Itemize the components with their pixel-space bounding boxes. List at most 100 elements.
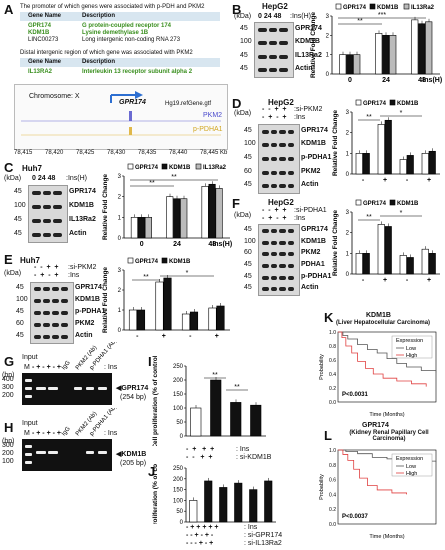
d-band-4-3 — [287, 184, 294, 189]
table1-gene-1: GPR174 — [28, 23, 52, 29]
chartJ-bar-0-0 — [189, 500, 198, 523]
chartD-bar-3-0 — [421, 153, 429, 175]
e-kda-3: 60 — [16, 320, 24, 327]
d-band-3-0 — [262, 170, 269, 175]
chartI-bar-3-0 — [250, 404, 262, 437]
c-kda-1: 100 — [14, 202, 26, 209]
axis-tick-0: 78,415 — [14, 150, 33, 156]
chartB-cat-0: 0 — [348, 77, 352, 84]
kmK-legend-high: High — [406, 353, 417, 359]
axis-tick-2: 78,425 — [76, 150, 95, 156]
chartF-ytick-label-0: 0 — [346, 272, 350, 278]
e-row-4: Actin — [75, 332, 93, 339]
chartD-ytick-label-3: 3 — [346, 110, 350, 116]
panel-b-cell: HepG2 — [262, 2, 288, 11]
b-band-0-0 — [258, 27, 267, 32]
chartC-bar-0-1 — [137, 217, 145, 239]
d-band-1-0 — [262, 143, 269, 148]
gene-arrow-label: GPR174 — [119, 99, 146, 106]
panel-h-lane-labels: IgG PKM2 (Ab)p-PDHA1 (Ab) — [61, 408, 118, 437]
gLanes-label-0: IgG — [61, 360, 72, 372]
panel-d-si: :si-PKM2 — [294, 106, 323, 113]
panel-h-input: Input — [22, 420, 38, 427]
d-band-1-3 — [287, 143, 294, 148]
panel-e-cell: Huh7 — [20, 256, 40, 265]
f-band-5-0 — [262, 287, 269, 292]
panel-c-chart: 0 1 2 3 Relative Fold Change 0 24 48:Ins(H) GPR1… — [102, 163, 232, 248]
chartB-legend-0: GPR174 — [343, 5, 367, 11]
chartE-bar-0-0 — [128, 309, 138, 331]
f-band-2-3 — [287, 252, 294, 257]
b-band-1-2 — [279, 41, 288, 46]
panel-j-ins: : Ins — [244, 524, 258, 531]
chartB-sig-1: *** — [378, 12, 386, 19]
chartD-cat-0: - — [362, 177, 365, 184]
panel-g-signs: - + - + - + — [32, 364, 61, 371]
chartC-sig-0: ** — [149, 180, 155, 187]
chartF-bar-0-1 — [362, 253, 370, 275]
chartB-bar-2-0 — [411, 19, 419, 75]
c-band-0-1 — [42, 191, 52, 195]
hLadder-2: 100 — [2, 458, 14, 465]
f-row-4: p-PDHA1 — [301, 272, 332, 280]
chartB-legend-swatch-2 — [403, 3, 410, 10]
panel-i-si: : si-KDM1B — [236, 454, 272, 461]
panel-c-blot — [28, 185, 68, 243]
e-band-4-2 — [52, 335, 59, 339]
chartF-legend-swatch-1 — [389, 199, 396, 206]
panel-f-blot — [258, 224, 300, 296]
chartI-ytick-label-2: 100 — [173, 406, 184, 412]
panel-d-blot — [258, 124, 300, 194]
chartB-legend-swatch-0 — [335, 3, 342, 10]
f-row-0: GPR174 — [301, 225, 328, 233]
panel-e-blot — [30, 282, 74, 344]
c-row-3: Actin — [69, 230, 87, 237]
f-kda-2: 60 — [244, 249, 252, 257]
e-band-3-1 — [43, 323, 50, 327]
d-band-1-2 — [279, 143, 286, 148]
panel-f-si-signs: - - + + — [262, 207, 287, 214]
b-band-1-1 — [268, 41, 278, 46]
c-band-0-0 — [32, 191, 41, 195]
chartC-ylabel: Relative Fold Change — [102, 174, 109, 240]
panel-h-size: (205 bp) — [120, 460, 147, 467]
panel-j-ins-signs: - + + + + + — [186, 524, 219, 531]
c-band-1-2 — [53, 205, 62, 209]
chartB-sig-0: ** — [357, 18, 363, 25]
chartC-legend-swatch-0 — [127, 163, 134, 170]
f-band-3-0 — [262, 263, 269, 268]
f-band-1-2 — [279, 240, 286, 245]
chartD-bar-3-1 — [428, 150, 436, 175]
chartE-bar-0-1 — [136, 309, 146, 331]
chartI-sig-0: ** — [212, 372, 218, 379]
panel-g-letter: G — [4, 354, 15, 369]
d-kda-2: 45 — [244, 154, 252, 161]
chartC-ytick-label-3: 3 — [118, 174, 122, 180]
chartE-ytick-label-3: 3 — [118, 268, 122, 274]
chartF-legend-swatch-0 — [355, 199, 362, 206]
chartD-legend-swatch-1 — [389, 99, 396, 106]
f-band-2-2 — [279, 252, 286, 257]
e-band-1-1 — [43, 299, 50, 303]
b-row-1: KDM1B — [295, 38, 320, 46]
e-band-3-0 — [34, 323, 41, 327]
chartJ-bar-1-0 — [204, 480, 213, 523]
e-band-3-2 — [52, 323, 59, 327]
b-band-0-2 — [279, 27, 288, 32]
panel-k-km-plot: 0.0 0.2 0.4 0.6 0.8 1.0 Probability Time (Month… — [319, 330, 437, 418]
panel-l-title: GPR174 — [362, 422, 389, 429]
b-row-2: IL13Ra2 — [295, 51, 322, 59]
chartB-bar-2-1 — [418, 23, 426, 75]
kmK-xlabel: Time (Months) — [369, 412, 404, 418]
col-gene-name-2: Gene Name — [28, 59, 62, 65]
panel-g-target: ◀GPR174 — [116, 385, 149, 392]
panel-j-si2-signs: - - - + - + — [186, 540, 214, 547]
chartJ-ytick-label-5: 250 — [173, 466, 184, 472]
chartD-bar-0-0 — [355, 153, 363, 175]
chartB-bar-2-2 — [425, 21, 433, 75]
b-kda-2: 45 — [240, 51, 248, 59]
chartC-legend-1: KDM1B — [169, 165, 191, 171]
chartJ-ytick-label-4: 200 — [173, 477, 184, 483]
d-band-1-1 — [270, 143, 277, 148]
table2-desc-1: Interleukin 13 receptor subunit alpha 2 — [82, 69, 193, 75]
